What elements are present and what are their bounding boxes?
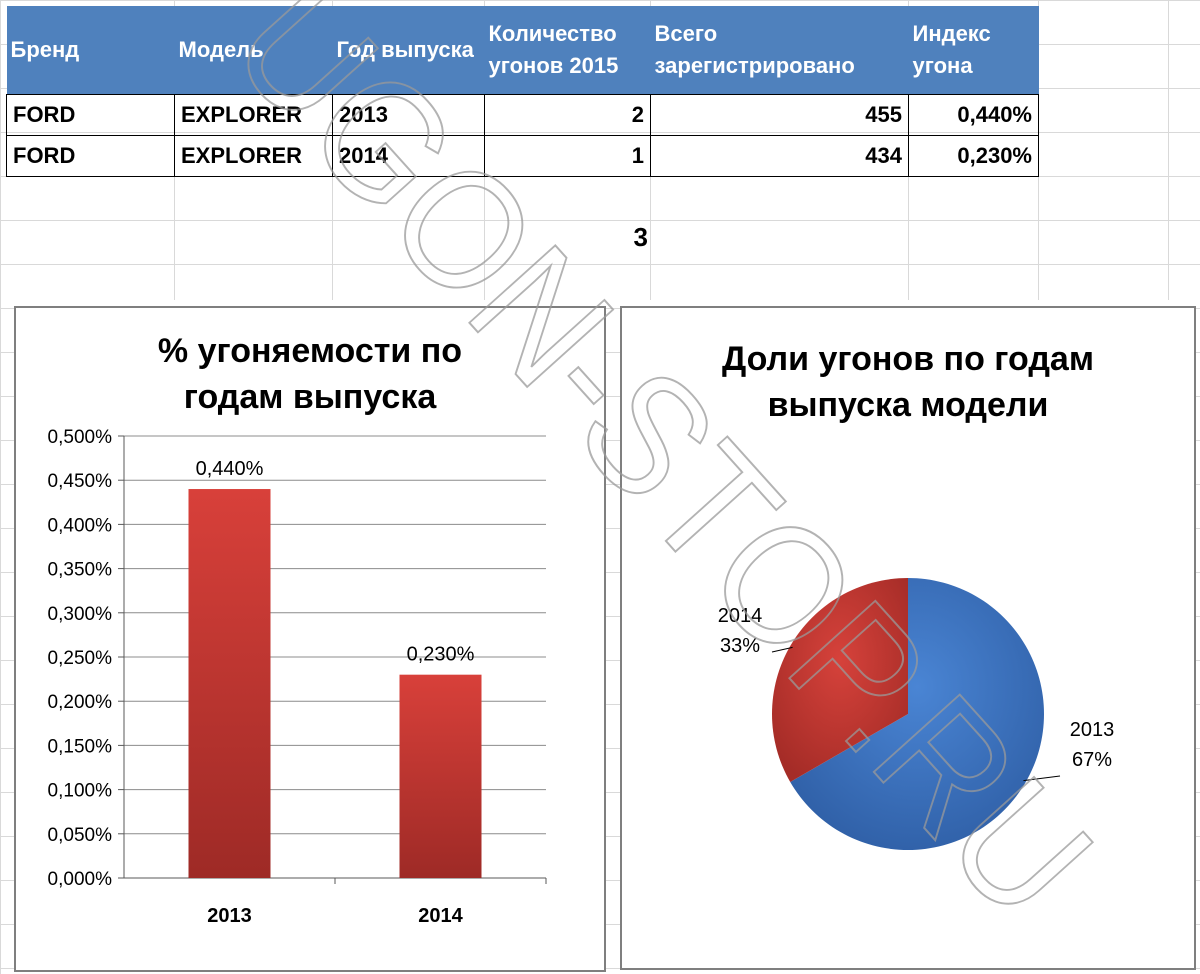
bar-chart[interactable]: % угоняемости по годам выпуска 0,000% 0,0…	[14, 306, 606, 972]
cell-registered[interactable]: 434	[650, 135, 909, 177]
pie-chart-title-line: выпуска модели	[767, 386, 1049, 424]
x-tick-label: 2014	[418, 905, 463, 927]
pie-category-label: 2013	[1070, 719, 1115, 741]
y-tick-label: 0,350%	[48, 560, 113, 581]
pie-chart-title-line: Доли угонов по годам	[722, 340, 1094, 378]
bar-chart-title-line: годам выпуска	[183, 378, 437, 416]
cell-registered[interactable]: 455	[650, 94, 909, 136]
header-registered[interactable]: Всего зарегистрировано	[650, 6, 909, 95]
y-tick-label: 0,300%	[48, 604, 113, 625]
y-tick-label: 0,150%	[48, 736, 113, 757]
cell-index[interactable]: 0,230%	[908, 135, 1039, 177]
y-tick-label: 0,250%	[48, 648, 113, 669]
bar-chart-plot: 0,000% 0,050% 0,100% 0,150% 0,200% 0,250% 0,30…	[48, 427, 547, 927]
cell-model[interactable]: EXPLORER	[174, 94, 333, 136]
bar-chart-title-line: % угоняемости по	[157, 332, 463, 370]
cell-brand[interactable]: FORD	[6, 94, 175, 136]
grid-column-line	[1038, 0, 1039, 300]
pie-leader-line	[1023, 775, 1061, 782]
y-tick-label: 0,400%	[48, 515, 113, 536]
grid-column-line	[1168, 0, 1169, 300]
bar-data-label: 0,230%	[407, 644, 475, 666]
total-thefts-cell[interactable]: 3	[633, 222, 648, 252]
pie-chart[interactable]: Доли угонов по годам выпуска модели 2013…	[620, 306, 1196, 970]
pie-chart-plot: 2013 67% 2014 33%	[718, 578, 1115, 850]
pie-slice-2014	[772, 578, 908, 782]
y-tick-label: 0,000%	[48, 869, 113, 890]
header-model[interactable]: Модель	[174, 6, 333, 95]
bar-2014	[399, 674, 482, 878]
cell-year[interactable]: 2013	[332, 94, 485, 136]
bar-2013	[188, 489, 271, 878]
pie-percent-label: 33%	[720, 635, 760, 657]
y-tick-label: 0,450%	[48, 471, 113, 492]
header-index[interactable]: Индекс угона	[908, 6, 1039, 95]
y-tick-label: 0,050%	[48, 825, 113, 846]
header-year[interactable]: Год выпуска	[332, 6, 485, 95]
cell-thefts[interactable]: 1	[484, 135, 651, 177]
pie-category-label: 2014	[718, 605, 763, 627]
pie-leader-line	[771, 646, 793, 653]
bar-data-label: 0,440%	[196, 458, 264, 480]
cell-year[interactable]: 2014	[332, 135, 485, 177]
table-header-row: Бренд Модель Год выпуска Количество угон…	[6, 6, 1039, 95]
y-tick-label: 0,500%	[48, 427, 113, 448]
header-brand[interactable]: Бренд	[6, 6, 175, 95]
cell-index[interactable]: 0,440%	[908, 94, 1039, 136]
cell-model[interactable]: EXPLORER	[174, 135, 333, 177]
header-thefts[interactable]: Количество угонов 2015	[484, 6, 651, 95]
cell-thefts[interactable]: 2	[484, 94, 651, 136]
data-table: Бренд Модель Год выпуска Количество угон…	[6, 6, 1039, 177]
y-tick-label: 0,200%	[48, 692, 113, 713]
table-row: FORD EXPLORER 2013 2 455 0,440%	[6, 94, 1039, 136]
cell-brand[interactable]: FORD	[6, 135, 175, 177]
bar-chart-title: % угоняемости по годам выпуска	[16, 328, 604, 420]
y-tick-label: 0,100%	[48, 781, 113, 802]
x-tick-label: 2013	[207, 905, 252, 927]
pie-percent-label: 67%	[1072, 749, 1112, 771]
pie-slice-2013	[790, 578, 1044, 850]
table-row: FORD EXPLORER 2014 1 434 0,230%	[6, 135, 1039, 177]
pie-chart-title: Доли угонов по годам выпуска модели	[622, 336, 1194, 428]
